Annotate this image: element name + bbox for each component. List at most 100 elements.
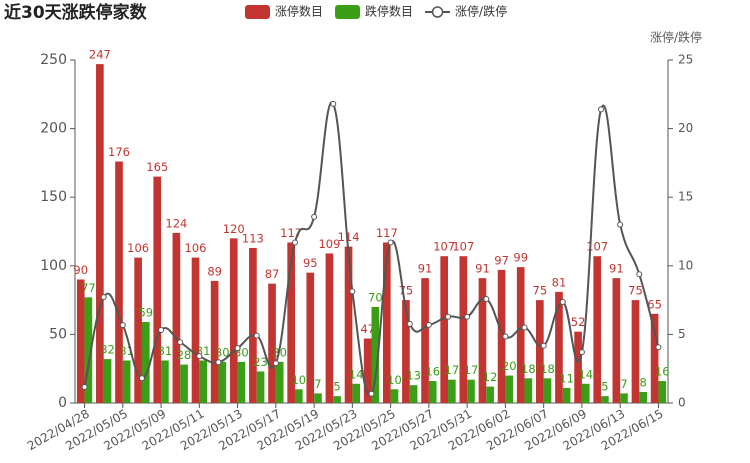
value-label: 124 bbox=[165, 216, 187, 230]
value-label: 91 bbox=[475, 262, 490, 276]
bar bbox=[256, 371, 265, 403]
bar bbox=[333, 396, 341, 403]
value-label: 107 bbox=[452, 240, 474, 254]
bar bbox=[505, 375, 514, 403]
line-point bbox=[483, 296, 490, 303]
line-point bbox=[387, 239, 394, 246]
bar bbox=[612, 278, 621, 403]
bar bbox=[555, 291, 563, 403]
y2-tick-label: 25 bbox=[678, 53, 693, 67]
bar bbox=[516, 267, 525, 403]
bar bbox=[314, 393, 322, 403]
value-label: 31 bbox=[158, 344, 173, 358]
value-label: 87 bbox=[265, 267, 280, 281]
bar bbox=[428, 381, 437, 403]
value-label: 99 bbox=[513, 251, 528, 265]
value-label: 113 bbox=[242, 231, 264, 245]
bar bbox=[536, 300, 544, 403]
bar bbox=[237, 361, 246, 403]
bar bbox=[574, 331, 582, 403]
value-label: 30 bbox=[215, 345, 230, 359]
value-label: 5 bbox=[333, 380, 340, 394]
bar bbox=[115, 161, 123, 403]
value-label: 176 bbox=[108, 145, 130, 159]
bar bbox=[96, 64, 104, 403]
line-point bbox=[559, 299, 566, 306]
value-label: 165 bbox=[146, 160, 168, 174]
line-point bbox=[138, 375, 145, 382]
value-label: 91 bbox=[609, 262, 624, 276]
value-label: 7 bbox=[620, 377, 627, 391]
value-label: 18 bbox=[521, 362, 536, 376]
bar bbox=[402, 300, 410, 403]
value-label: 7 bbox=[314, 377, 321, 391]
bar bbox=[497, 269, 506, 403]
value-label: 14 bbox=[349, 367, 364, 381]
value-label: 90 bbox=[73, 263, 88, 277]
bar bbox=[287, 242, 295, 403]
legend-swatch bbox=[245, 5, 270, 19]
value-label: 77 bbox=[81, 281, 96, 295]
legend-swatch bbox=[431, 6, 444, 18]
bar bbox=[478, 278, 487, 403]
value-label: 16 bbox=[425, 365, 440, 379]
value-label: 10 bbox=[291, 373, 306, 387]
value-label: 97 bbox=[494, 253, 509, 267]
value-label: 17 bbox=[445, 363, 460, 377]
line-point bbox=[445, 313, 452, 320]
value-label: 32 bbox=[100, 343, 115, 357]
line-point bbox=[349, 288, 356, 295]
line-point bbox=[655, 344, 662, 351]
value-label: 5 bbox=[601, 380, 608, 394]
value-label: 81 bbox=[552, 275, 567, 289]
value-label: 114 bbox=[338, 230, 360, 244]
value-label: 106 bbox=[127, 241, 149, 255]
bar bbox=[421, 278, 429, 403]
bar bbox=[543, 378, 552, 403]
line-point bbox=[521, 324, 528, 331]
line-point bbox=[177, 339, 184, 346]
bar bbox=[229, 238, 238, 403]
bar bbox=[275, 361, 284, 403]
value-label: 120 bbox=[223, 222, 245, 236]
bar bbox=[153, 176, 162, 403]
legend-label: 涨停/跌停 bbox=[455, 4, 507, 19]
bar bbox=[620, 393, 628, 403]
bar bbox=[325, 253, 334, 403]
bar bbox=[294, 389, 303, 403]
line-point bbox=[406, 320, 413, 327]
line-point bbox=[464, 313, 471, 320]
bar bbox=[371, 306, 380, 403]
bar bbox=[448, 379, 456, 403]
y2-tick-label: 15 bbox=[678, 190, 693, 204]
value-label: 117 bbox=[376, 226, 398, 240]
y-tick-label: 100 bbox=[40, 258, 67, 274]
bar bbox=[631, 300, 640, 403]
y2-tick-label: 10 bbox=[678, 258, 693, 272]
line-point bbox=[196, 353, 203, 360]
bar bbox=[352, 383, 361, 403]
y2-tick-label: 5 bbox=[678, 327, 686, 341]
bar bbox=[268, 283, 276, 403]
line-point bbox=[81, 383, 88, 390]
line-point bbox=[100, 294, 107, 301]
value-label: 59 bbox=[138, 306, 153, 320]
y-tick-label: 250 bbox=[40, 52, 67, 68]
line-point bbox=[598, 106, 605, 113]
bar bbox=[639, 392, 647, 403]
y2-axis-label: 涨停/跌停 bbox=[650, 30, 702, 45]
value-label: 107 bbox=[433, 240, 455, 254]
value-label: 107 bbox=[586, 240, 608, 254]
value-label: 16 bbox=[655, 365, 670, 379]
y2-tick-label: 0 bbox=[678, 396, 686, 410]
bar bbox=[84, 297, 93, 403]
value-label: 65 bbox=[647, 297, 662, 311]
value-label: 52 bbox=[571, 315, 586, 329]
line-point bbox=[158, 327, 165, 334]
bar bbox=[467, 379, 475, 403]
line-point bbox=[215, 359, 222, 366]
bar bbox=[581, 383, 590, 403]
bar bbox=[459, 256, 468, 403]
value-label: 12 bbox=[483, 370, 498, 384]
line-point bbox=[253, 332, 260, 339]
